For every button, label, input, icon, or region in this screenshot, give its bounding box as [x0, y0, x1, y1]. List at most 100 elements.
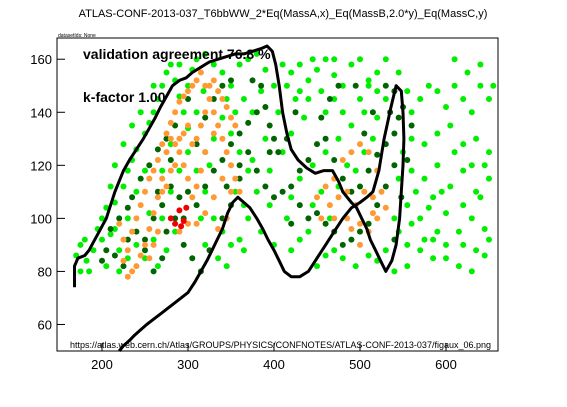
- data-point-bright-green: [253, 50, 260, 57]
- data-point-dark-green: [326, 96, 333, 102]
- data-point-orange: [154, 194, 161, 201]
- data-point-bright-green: [344, 162, 351, 169]
- data-point-bright-green: [163, 69, 170, 76]
- data-point-bright-green: [391, 268, 398, 275]
- data-point-orange: [197, 167, 204, 174]
- data-point-bright-green: [103, 263, 110, 270]
- data-point-bright-green: [408, 109, 415, 116]
- data-point-orange: [219, 135, 226, 142]
- data-point-bright-green: [382, 96, 389, 102]
- data-point-dark-green: [335, 82, 342, 89]
- data-point-dark-green: [365, 167, 372, 174]
- data-point-orange: [206, 82, 213, 89]
- data-point-dark-green: [258, 82, 265, 89]
- data-point-orange: [167, 135, 174, 142]
- data-point-orange: [215, 122, 222, 129]
- data-point-orange: [185, 88, 191, 95]
- data-point-dark-green: [348, 236, 355, 243]
- data-point-bright-green: [279, 149, 286, 156]
- data-point-bright-green: [245, 215, 252, 222]
- data-point-orange: [180, 162, 187, 169]
- data-point-orange: [185, 122, 191, 129]
- data-point-bright-green: [477, 194, 484, 201]
- data-point-bright-green: [331, 96, 338, 102]
- data-point-orange: [163, 183, 170, 190]
- data-point-dark-green: [103, 247, 110, 254]
- data-point-dark-green: [189, 255, 196, 262]
- data-point-dark-green: [236, 162, 243, 169]
- data-point-bright-green: [417, 96, 424, 102]
- data-point-dark-green: [159, 202, 166, 209]
- data-point-bright-green: [133, 188, 140, 195]
- data-point-bright-green: [176, 93, 183, 100]
- data-point-bright-green: [417, 215, 424, 222]
- data-point-bright-green: [176, 61, 183, 68]
- data-point-bright-green: [322, 109, 329, 116]
- data-point-red: [183, 204, 190, 211]
- data-point-red: [178, 223, 185, 230]
- data-point-dark-green: [210, 96, 217, 102]
- data-point-bright-green: [318, 88, 325, 95]
- data-point-bright-green: [124, 167, 131, 174]
- data-point-dark-green: [185, 188, 191, 195]
- data-point-orange: [124, 247, 131, 254]
- data-point-orange: [219, 96, 226, 102]
- data-point-bright-green: [197, 215, 204, 222]
- data-point-bright-green: [202, 50, 209, 57]
- data-point-bright-green: [99, 215, 105, 222]
- x-tick-label: 600: [435, 357, 457, 372]
- data-point-bright-green: [111, 226, 118, 232]
- data-point-dark-green: [288, 183, 295, 190]
- x-tick-label: 300: [177, 357, 199, 372]
- data-point-bright-green: [434, 228, 441, 235]
- data-point-orange: [210, 130, 217, 137]
- data-point-orange: [163, 130, 170, 137]
- data-point-dark-green: [167, 183, 174, 190]
- data-point-bright-green: [468, 109, 475, 116]
- data-point-bright-green: [322, 56, 329, 63]
- data-point-dark-green: [154, 188, 161, 195]
- data-point-bright-green: [116, 268, 123, 275]
- data-point-dark-green: [322, 135, 329, 142]
- data-point-bright-green: [335, 135, 342, 142]
- data-point-bright-green: [309, 162, 316, 169]
- chart-title: ATLAS-CONF-2013-037_T6bbWW_2*Eq(MassA,x)…: [79, 8, 488, 20]
- data-point-bright-green: [430, 236, 437, 243]
- data-point-orange: [348, 149, 355, 156]
- data-point-bright-green: [365, 252, 372, 259]
- data-point-bright-green: [365, 77, 372, 84]
- data-point-dark-green: [163, 228, 170, 235]
- data-point-bright-green: [447, 122, 454, 129]
- data-point-bright-green: [249, 109, 256, 116]
- data-point-dark-green: [382, 82, 389, 89]
- data-point-orange: [193, 77, 200, 84]
- data-point-bright-green: [275, 109, 282, 116]
- data-point-bright-green: [262, 135, 269, 142]
- plot-frame: [56, 37, 499, 352]
- data-point-bright-green: [172, 228, 179, 235]
- data-point-bright-green: [305, 77, 312, 84]
- data-point-orange: [176, 228, 183, 235]
- data-point-bright-green: [305, 96, 312, 102]
- data-point-orange: [146, 226, 153, 232]
- data-point-orange: [185, 175, 191, 182]
- data-point-bright-green: [258, 88, 265, 95]
- data-point-bright-green: [395, 69, 402, 76]
- data-point-dark-green: [365, 220, 372, 227]
- data-point-bright-green: [486, 96, 492, 102]
- data-point-bright-green: [159, 167, 166, 174]
- data-point-dark-green: [159, 255, 166, 262]
- data-point-dark-green: [236, 175, 243, 182]
- data-point-dark-green: [142, 247, 148, 254]
- data-point-bright-green: [326, 215, 333, 222]
- data-point-dark-green: [404, 157, 411, 163]
- data-point-orange: [369, 194, 376, 201]
- data-point-orange: [172, 109, 179, 116]
- data-point-bright-green: [193, 167, 200, 174]
- data-point-bright-green: [421, 175, 428, 182]
- data-point-orange: [137, 252, 144, 259]
- data-point-dark-green: [137, 175, 144, 182]
- data-point-orange: [120, 257, 127, 264]
- data-point-bright-green: [223, 263, 230, 270]
- data-point-orange: [150, 210, 157, 217]
